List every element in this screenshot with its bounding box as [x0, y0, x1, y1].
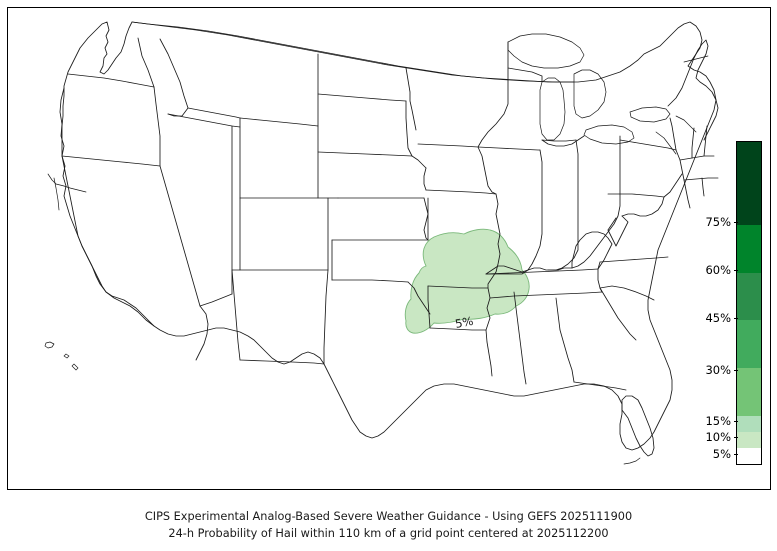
tick-mark-icon [734, 369, 738, 371]
colorbar-band-30-45 [737, 320, 761, 369]
colorbar-tick-75: 75% [705, 215, 738, 229]
colorbar-tick-5: 5% [713, 447, 738, 461]
us-national-outline [61, 21, 717, 451]
colorbar-tick-label-30: 30% [705, 363, 731, 377]
caption-line-1: CIPS Experimental Analog-Based Severe We… [144, 510, 633, 523]
colorbar-band-60-75 [737, 225, 761, 273]
tick-mark-icon [734, 453, 738, 455]
tick-mark-icon [734, 269, 738, 271]
colorbar-tick-labels: 75% 60% 45% 30% 15% 10% 5% [690, 130, 738, 480]
colorbar-tick-label-5: 5% [712, 447, 731, 461]
colorbar-tick-60: 60% [705, 263, 738, 277]
state-boundaries-west [61, 37, 339, 365]
pacific-coast [44, 87, 155, 371]
tick-mark-icon [734, 221, 738, 223]
probability-contour-5pct [404, 228, 530, 334]
colorbar-tick-label-15: 15% [705, 414, 731, 428]
map-axes[interactable]: 5% [7, 7, 771, 490]
colorbar-tick-label-45: 45% [705, 311, 731, 325]
colorbar-tick-15: 15% [705, 414, 738, 428]
great-lakes [507, 33, 671, 145]
colorbar-band-0-5 [737, 447, 761, 464]
colorbar-tick-label-75: 75% [705, 215, 731, 229]
state-boundaries-plains [317, 53, 603, 385]
figure-caption: CIPS Experimental Analog-Based Severe We… [0, 508, 777, 542]
colorbar-band-75-100 [737, 142, 761, 226]
tick-mark-icon [734, 420, 738, 422]
colorbar-tick-label-10: 10% [705, 430, 731, 444]
contour-label-5pct: 5% [454, 314, 475, 331]
colorbar[interactable] [736, 141, 762, 465]
northeast-coast [655, 39, 719, 155]
colorbar-tick-45: 45% [705, 311, 738, 325]
colorbar-band-5-10 [737, 431, 761, 448]
colorbar-band-45-60 [737, 272, 761, 321]
colorbar-band-15-30 [737, 368, 761, 416]
northern-border [131, 21, 575, 83]
colorbar-tick-30: 30% [705, 363, 738, 377]
contour-label-text: 5% [454, 314, 475, 331]
tick-mark-icon [734, 317, 738, 319]
colorbar-tick-10: 10% [705, 430, 738, 444]
colorbar-band-10-15 [737, 415, 761, 432]
tick-mark-icon [734, 436, 738, 438]
us-map[interactable]: 5% [8, 8, 770, 489]
florida-peninsula [621, 395, 655, 465]
caption-line-2: 24-h Probability of Hail within 110 km o… [168, 527, 609, 540]
state-boundaries-midwest [477, 41, 719, 391]
colorbar-tick-label-60: 60% [705, 263, 731, 277]
